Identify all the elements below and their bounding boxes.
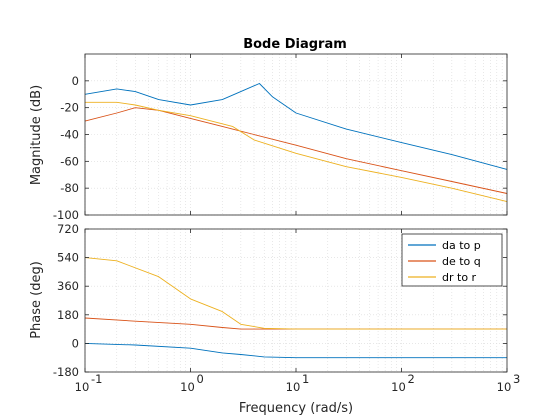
- y-tick-label: 540: [57, 251, 79, 265]
- legend-label: de to q: [442, 255, 481, 268]
- magnitude-y-ticks: -100 -80 -60 -40 -20 0: [53, 74, 507, 222]
- frequency-axis-label: Frequency (rad/s): [239, 401, 353, 416]
- series-line-da-to-p: [84, 83, 508, 170]
- x-tick-label: 10: [497, 380, 512, 394]
- x-tick-label: 10: [180, 380, 195, 394]
- x-tick-exponent: 1: [302, 372, 309, 386]
- x-tick-exponent: 0: [197, 372, 204, 386]
- chart-title: Bode Diagram: [243, 37, 347, 52]
- y-tick-label: 0: [72, 336, 79, 350]
- series-line-dr-to-r: [85, 101, 508, 203]
- y-tick-label: -100: [53, 208, 79, 222]
- magnitude-grid: [84, 54, 507, 216]
- y-tick-label: -60: [60, 154, 79, 168]
- legend: da to p de to q dr to r: [401, 233, 503, 287]
- x-tick-exponent: 2: [408, 372, 415, 386]
- x-tick-exponent: -1: [91, 372, 102, 386]
- y-tick-label: -180: [53, 365, 79, 379]
- x-tick-label: 10: [391, 380, 406, 394]
- series-line-da-to-p: [84, 342, 507, 359]
- x-tick-label: 10: [286, 380, 301, 394]
- y-tick-label: 180: [57, 308, 79, 322]
- x-tick-label: 10: [75, 380, 90, 394]
- y-tick-label: 720: [57, 222, 79, 236]
- phase-axis-label: Phase (deg): [29, 261, 44, 339]
- y-tick-label: -40: [60, 128, 79, 142]
- magnitude-axis-label: Magnitude (dB): [29, 85, 44, 185]
- x-tick-exponent: 3: [513, 372, 520, 386]
- legend-label: dr to r: [442, 271, 477, 284]
- y-tick-label: 360: [57, 279, 79, 293]
- y-tick-label: 0: [72, 74, 79, 88]
- phase-y-ticks: -180 0 180 360 540 720: [53, 222, 507, 379]
- phase-curves: [84, 257, 507, 359]
- magnitude-curves: [84, 83, 508, 203]
- legend-label: da to p: [442, 239, 481, 252]
- y-tick-label: -20: [60, 101, 79, 115]
- y-tick-label: -80: [60, 181, 79, 195]
- series-line-de-to-q: [84, 107, 508, 194]
- series-line-dr-to-r: [84, 257, 507, 330]
